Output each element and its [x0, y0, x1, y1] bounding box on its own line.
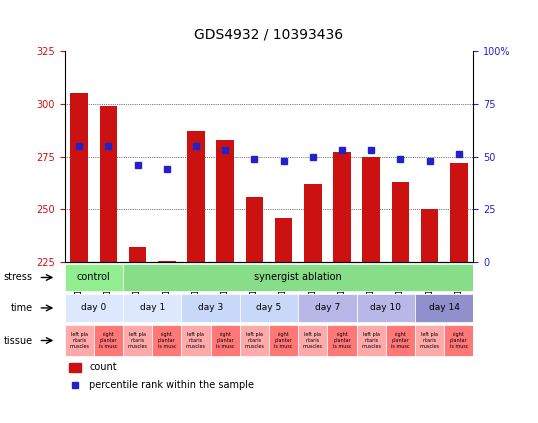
Text: day 5: day 5 — [257, 303, 281, 313]
Text: day 3: day 3 — [198, 303, 223, 313]
Text: day 7: day 7 — [315, 303, 340, 313]
Bar — [298, 325, 328, 356]
Bar — [333, 152, 351, 262]
Bar — [304, 184, 322, 262]
Bar — [275, 218, 292, 262]
Bar — [181, 325, 210, 356]
Bar — [187, 131, 205, 262]
Text: right
plantar
is musc: right plantar is musc — [274, 332, 293, 349]
Bar — [123, 294, 181, 321]
Bar — [392, 182, 409, 262]
Text: left pla
ntaris
muscles: left pla ntaris muscles — [420, 332, 440, 349]
Text: left pla
ntaris
muscles: left pla ntaris muscles — [186, 332, 206, 349]
Text: time: time — [10, 303, 32, 313]
Text: stress: stress — [4, 272, 32, 283]
Text: right
plantar
is musc: right plantar is musc — [450, 332, 468, 349]
Bar — [65, 325, 94, 356]
Text: right
plantar
is musc: right plantar is musc — [158, 332, 176, 349]
Bar — [415, 325, 444, 356]
Text: right
plantar
is musc: right plantar is musc — [99, 332, 118, 349]
Bar — [421, 209, 438, 262]
Text: left pla
ntaris
muscles: left pla ntaris muscles — [244, 332, 264, 349]
Bar — [70, 93, 88, 262]
Text: right
plantar
is musc: right plantar is musc — [333, 332, 351, 349]
Bar — [240, 294, 298, 321]
Bar — [269, 325, 298, 356]
Text: day 14: day 14 — [429, 303, 459, 313]
Bar — [386, 325, 415, 356]
FancyBboxPatch shape — [123, 264, 473, 291]
Text: left pla
ntaris
muscles: left pla ntaris muscles — [361, 332, 381, 349]
Bar — [123, 325, 152, 356]
Text: left pla
ntaris
muscles: left pla ntaris muscles — [128, 332, 147, 349]
Bar — [415, 294, 473, 321]
Bar — [357, 294, 415, 321]
Bar — [450, 163, 468, 262]
Text: control: control — [77, 272, 111, 283]
Text: day 10: day 10 — [370, 303, 401, 313]
Bar — [444, 325, 473, 356]
Bar — [100, 106, 117, 262]
Text: day 1: day 1 — [139, 303, 165, 313]
Bar — [69, 363, 81, 372]
Text: synergist ablation: synergist ablation — [254, 272, 342, 283]
Bar — [298, 294, 357, 321]
Text: left pla
ntaris
muscles: left pla ntaris muscles — [303, 332, 323, 349]
Text: percentile rank within the sample: percentile rank within the sample — [89, 380, 254, 390]
Bar — [210, 325, 240, 356]
Bar — [216, 140, 234, 262]
Text: tissue: tissue — [3, 335, 32, 346]
Bar — [129, 247, 146, 262]
Bar — [65, 294, 123, 321]
Bar — [246, 197, 263, 262]
Bar — [357, 325, 386, 356]
Bar — [328, 325, 357, 356]
FancyBboxPatch shape — [65, 264, 123, 291]
Bar — [181, 294, 240, 321]
Bar — [152, 325, 181, 356]
Text: day 0: day 0 — [81, 303, 107, 313]
Bar — [158, 261, 175, 262]
Text: right
plantar
is musc: right plantar is musc — [216, 332, 235, 349]
Text: left pla
ntaris
muscles: left pla ntaris muscles — [69, 332, 89, 349]
Text: right
plantar
is musc: right plantar is musc — [391, 332, 409, 349]
Bar — [240, 325, 269, 356]
Text: count: count — [89, 363, 117, 372]
Bar — [94, 325, 123, 356]
Text: GDS4932 / 10393436: GDS4932 / 10393436 — [194, 27, 344, 41]
Bar — [363, 157, 380, 262]
